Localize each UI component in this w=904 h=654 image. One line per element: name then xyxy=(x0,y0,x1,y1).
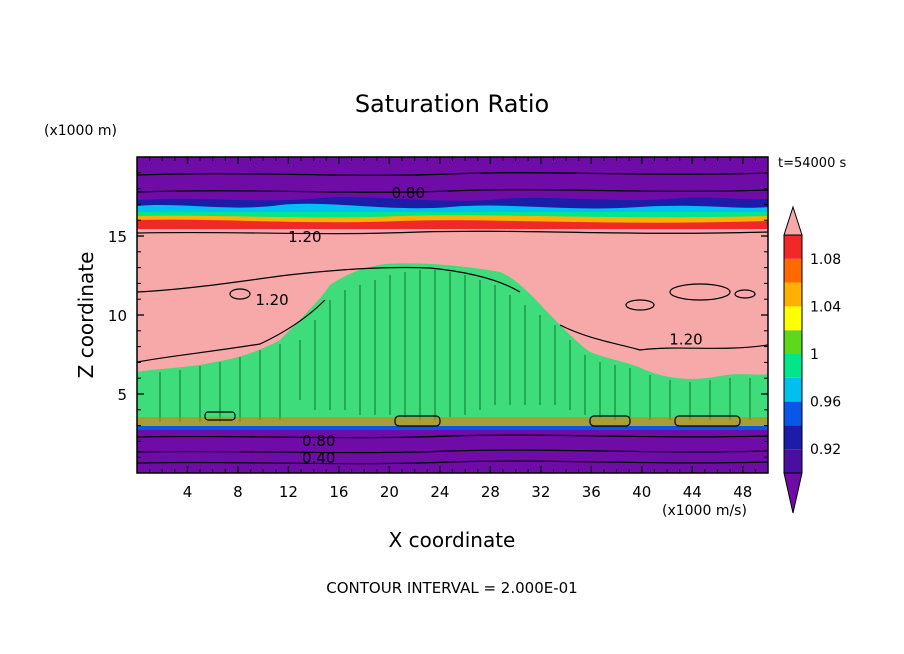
colorbar-tick-label: 1.08 xyxy=(810,252,841,268)
cloud-base-orange xyxy=(137,417,768,428)
colorbar-segment xyxy=(784,282,802,307)
colorbar-segment xyxy=(784,354,802,378)
x-tick-label: 28 xyxy=(481,483,500,501)
contour-line xyxy=(137,266,521,293)
contour-line xyxy=(137,189,768,193)
contour-labels: 0.801.201.201.200.800.40 xyxy=(255,184,702,467)
x-axis-label: X coordinate xyxy=(389,528,516,552)
x-tick-label: 36 xyxy=(582,483,601,501)
contour-line xyxy=(394,415,441,427)
contour-label: 1.20 xyxy=(255,291,288,309)
contour-line xyxy=(559,324,768,351)
x-axis: 4 8 12 16 20 24 28 32 36 40 44 48 xyxy=(149,157,756,501)
contour-line xyxy=(137,434,768,439)
colorbar-tick-label: 0.96 xyxy=(810,395,841,411)
upper-dry-layer xyxy=(137,157,768,207)
contour-line xyxy=(137,172,768,176)
contour-label: 1.20 xyxy=(669,331,702,349)
colorbar-under-triangle xyxy=(783,472,803,514)
time-label: t=54000 s xyxy=(778,156,846,171)
colorbar-frame xyxy=(783,234,803,474)
colorbar-segment xyxy=(784,449,802,473)
contour-line xyxy=(674,415,741,427)
x-tick-label: 48 xyxy=(733,483,752,501)
colorbar-segment xyxy=(784,330,802,354)
colorbar-segment xyxy=(784,377,802,402)
contour-line xyxy=(137,449,768,454)
contour-label: 0.80 xyxy=(392,184,425,202)
y-axis-label: Z coordinate xyxy=(74,252,98,379)
contour-line xyxy=(137,230,768,235)
contour-line xyxy=(669,283,731,301)
x-tick-label: 40 xyxy=(632,483,651,501)
colorbar-tick-label: 1.04 xyxy=(810,299,841,315)
contour-label: 1.20 xyxy=(288,228,321,246)
colorbar-segment xyxy=(784,425,802,450)
y-tick-label: 15 xyxy=(108,228,127,246)
colorbar: 0.92 0.96 1 1.04 1.08 xyxy=(783,205,841,514)
x-tick-label: 8 xyxy=(233,483,243,501)
contour-interval-footer: CONTOUR INTERVAL = 2.000E-01 xyxy=(326,579,577,597)
x-unit-label: (x1000 m/s) xyxy=(662,503,747,519)
contour-label: 0.80 xyxy=(302,432,335,450)
x-tick-label: 32 xyxy=(531,483,550,501)
upper-transition-band-red xyxy=(137,219,768,229)
contour-line xyxy=(625,299,655,311)
y-unit-label: (x1000 m) xyxy=(44,123,117,139)
contour-label: 0.40 xyxy=(302,449,335,467)
colorbar-tick-label: 0.92 xyxy=(810,442,841,458)
x-tick-label: 12 xyxy=(279,483,298,501)
cloud-texture xyxy=(159,270,751,422)
colorbar-segment xyxy=(784,401,802,426)
contour-line xyxy=(137,299,326,363)
y-tick-label: 10 xyxy=(108,307,127,325)
y-axis: 5 10 15 xyxy=(108,172,768,458)
contour-line xyxy=(137,460,768,465)
lower-transition-band-blue xyxy=(137,426,768,431)
y-tick-label: 5 xyxy=(117,386,127,404)
contour-line xyxy=(229,288,251,300)
colorbar-segment xyxy=(784,235,802,259)
x-tick-label: 4 xyxy=(183,483,193,501)
contour-line xyxy=(589,415,631,427)
cloud-region xyxy=(137,263,768,426)
plot-area: 0.801.201.201.200.800.40 xyxy=(137,157,768,473)
x-tick-label: 16 xyxy=(329,483,348,501)
contour-line xyxy=(204,411,236,421)
x-tick-label: 24 xyxy=(430,483,449,501)
chart-title: Saturation Ratio xyxy=(355,90,549,118)
contour-lines xyxy=(137,172,768,465)
colorbar-segment xyxy=(784,258,802,283)
contour-line xyxy=(734,289,756,299)
colorbar-over-triangle xyxy=(783,205,803,236)
colorbar-tick-label: 1 xyxy=(810,347,819,363)
x-tick-label: 20 xyxy=(380,483,399,501)
colorbar-segment xyxy=(784,306,802,331)
x-tick-label: 44 xyxy=(683,483,702,501)
